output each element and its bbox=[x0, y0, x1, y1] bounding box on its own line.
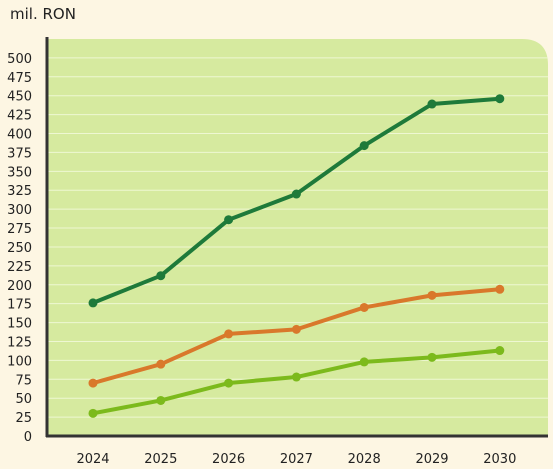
data-point-1-2029 bbox=[427, 290, 437, 300]
plot-area bbox=[47, 39, 548, 436]
y-tick-label-3: 75 bbox=[15, 373, 32, 388]
y-axis-unit-label: mil. RON bbox=[10, 5, 76, 23]
y-tick-label-7: 175 bbox=[7, 298, 32, 313]
data-point-2-2028 bbox=[359, 357, 369, 367]
x-tick-label-2026: 2026 bbox=[212, 452, 245, 467]
data-point-1-2024 bbox=[88, 378, 98, 388]
x-tick-label-2030: 2030 bbox=[483, 452, 516, 467]
data-point-0-2025 bbox=[156, 271, 166, 281]
x-tick-label-2027: 2027 bbox=[280, 452, 313, 467]
series-1 bbox=[88, 284, 505, 388]
data-point-0-2028 bbox=[359, 141, 369, 151]
x-tick-label-2029: 2029 bbox=[415, 452, 448, 467]
data-point-1-2030 bbox=[495, 284, 505, 294]
y-tick-label-2: 50 bbox=[15, 392, 32, 407]
y-tick-label-16: 400 bbox=[7, 128, 32, 143]
y-tick-label-11: 275 bbox=[7, 222, 32, 237]
x-tick-label-2024: 2024 bbox=[76, 452, 109, 467]
y-tick-label-1: 25 bbox=[15, 411, 32, 426]
series-layer bbox=[88, 94, 505, 418]
tick-labels: 0 25 50 75 100 125 150 175 200 225 250 275 300 325 350… bbox=[7, 52, 516, 467]
series-2 bbox=[88, 346, 505, 418]
data-point-2-2029 bbox=[427, 352, 437, 362]
data-point-1-2025 bbox=[156, 359, 166, 369]
y-tick-label-19: 475 bbox=[7, 71, 32, 86]
y-tick-label-18: 450 bbox=[7, 90, 32, 105]
x-tick-label-2025: 2025 bbox=[144, 452, 177, 467]
y-tick-label-17: 425 bbox=[7, 109, 32, 124]
data-point-0-2030 bbox=[495, 94, 505, 104]
gridlines bbox=[47, 57, 548, 418]
y-tick-label-15: 375 bbox=[7, 146, 32, 161]
axes bbox=[45, 37, 548, 438]
y-tick-label-10: 250 bbox=[7, 241, 32, 256]
y-tick-label-20: 500 bbox=[7, 52, 32, 67]
data-point-2-2024 bbox=[88, 408, 98, 418]
data-point-0-2026 bbox=[224, 215, 234, 225]
series-0 bbox=[88, 94, 505, 308]
y-tick-label-4: 100 bbox=[7, 354, 32, 369]
x-tick-label-2028: 2028 bbox=[348, 452, 381, 467]
y-tick-label-6: 150 bbox=[7, 317, 32, 332]
data-point-0-2024 bbox=[88, 298, 98, 308]
data-point-1-2027 bbox=[291, 324, 301, 334]
y-tick-label-9: 225 bbox=[7, 260, 32, 275]
data-point-1-2028 bbox=[359, 302, 369, 312]
y-tick-label-13: 325 bbox=[7, 184, 32, 199]
y-tick-label-14: 350 bbox=[7, 165, 32, 180]
data-point-2-2025 bbox=[156, 395, 166, 405]
y-tick-label-12: 300 bbox=[7, 203, 32, 218]
data-point-1-2026 bbox=[224, 329, 234, 339]
data-point-2-2027 bbox=[291, 372, 301, 382]
data-point-0-2027 bbox=[291, 189, 301, 199]
data-point-0-2029 bbox=[427, 99, 437, 109]
y-tick-label-0: 0 bbox=[24, 430, 32, 445]
y-tick-label-5: 125 bbox=[7, 335, 32, 350]
y-tick-label-8: 200 bbox=[7, 279, 32, 294]
data-point-2-2026 bbox=[224, 378, 234, 388]
data-point-2-2030 bbox=[495, 346, 505, 356]
